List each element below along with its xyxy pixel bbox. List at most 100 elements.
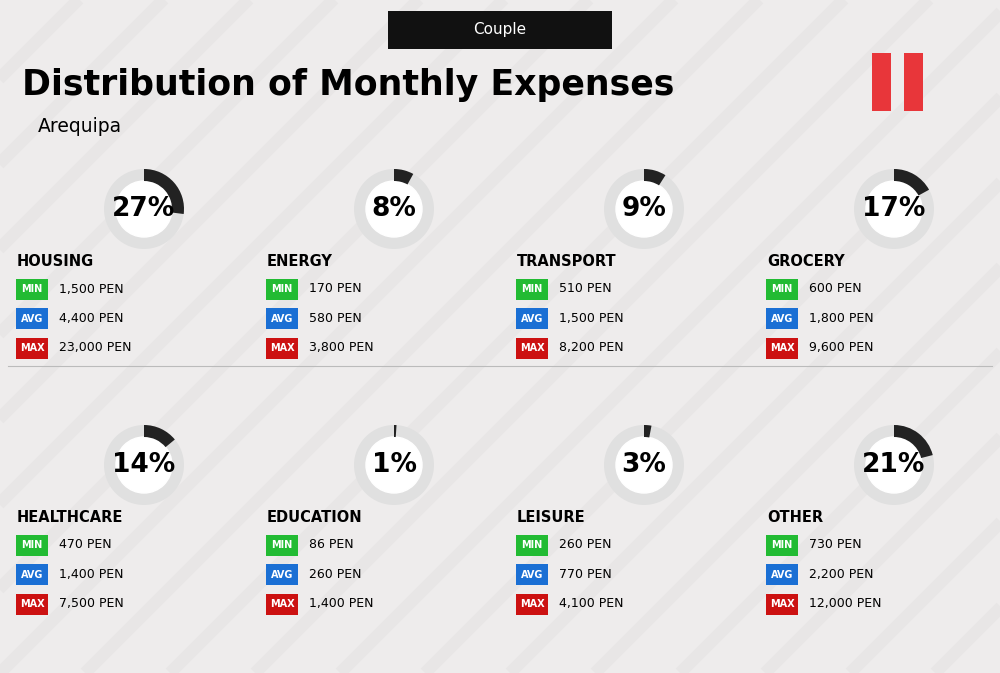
Text: 170 PEN: 170 PEN [309, 283, 362, 295]
FancyBboxPatch shape [516, 308, 548, 329]
Text: MIN: MIN [271, 284, 293, 294]
Text: 3%: 3% [622, 452, 666, 478]
FancyBboxPatch shape [16, 337, 48, 359]
Text: MIN: MIN [521, 284, 543, 294]
Text: 4,100 PEN: 4,100 PEN [559, 598, 624, 610]
Text: 9%: 9% [622, 196, 666, 222]
Wedge shape [604, 425, 684, 505]
Text: AVG: AVG [21, 569, 43, 579]
Wedge shape [354, 425, 434, 505]
Wedge shape [854, 425, 934, 505]
FancyBboxPatch shape [16, 594, 48, 614]
FancyBboxPatch shape [266, 279, 298, 299]
Text: MIN: MIN [771, 284, 793, 294]
Text: 1,400 PEN: 1,400 PEN [309, 598, 374, 610]
Text: MAX: MAX [520, 343, 544, 353]
Wedge shape [644, 425, 651, 437]
Text: 4,400 PEN: 4,400 PEN [59, 312, 124, 325]
FancyBboxPatch shape [904, 53, 923, 111]
Text: AVG: AVG [771, 569, 793, 579]
Text: MAX: MAX [20, 599, 44, 609]
Text: 8,200 PEN: 8,200 PEN [559, 341, 624, 355]
Text: 21%: 21% [862, 452, 926, 478]
FancyBboxPatch shape [516, 564, 548, 585]
Text: 580 PEN: 580 PEN [309, 312, 362, 325]
Text: MIN: MIN [521, 540, 543, 550]
FancyBboxPatch shape [872, 53, 891, 111]
FancyBboxPatch shape [16, 279, 48, 299]
Text: 2,200 PEN: 2,200 PEN [809, 568, 874, 581]
Text: AVG: AVG [271, 569, 293, 579]
FancyBboxPatch shape [766, 534, 798, 555]
Text: AVG: AVG [771, 314, 793, 324]
FancyBboxPatch shape [16, 564, 48, 585]
Text: GROCERY: GROCERY [767, 254, 845, 269]
Text: 1,400 PEN: 1,400 PEN [59, 568, 124, 581]
Text: 470 PEN: 470 PEN [59, 538, 112, 551]
Text: 1,500 PEN: 1,500 PEN [559, 312, 624, 325]
Text: HOUSING: HOUSING [17, 254, 94, 269]
Text: 510 PEN: 510 PEN [559, 283, 612, 295]
Text: 3,800 PEN: 3,800 PEN [309, 341, 374, 355]
Text: AVG: AVG [521, 569, 543, 579]
Text: MAX: MAX [270, 343, 294, 353]
FancyBboxPatch shape [266, 337, 298, 359]
Text: 9,600 PEN: 9,600 PEN [809, 341, 874, 355]
Text: MIN: MIN [771, 540, 793, 550]
Wedge shape [144, 169, 184, 214]
Text: 1%: 1% [372, 452, 417, 478]
FancyBboxPatch shape [516, 534, 548, 555]
Text: 730 PEN: 730 PEN [809, 538, 862, 551]
FancyBboxPatch shape [766, 308, 798, 329]
Text: Distribution of Monthly Expenses: Distribution of Monthly Expenses [22, 68, 674, 102]
FancyBboxPatch shape [266, 564, 298, 585]
Text: MAX: MAX [770, 599, 794, 609]
Wedge shape [394, 425, 397, 437]
Text: MAX: MAX [270, 599, 294, 609]
FancyBboxPatch shape [516, 279, 548, 299]
Text: 1,800 PEN: 1,800 PEN [809, 312, 874, 325]
Circle shape [616, 437, 672, 493]
Text: 17%: 17% [862, 196, 926, 222]
Text: HEALTHCARE: HEALTHCARE [17, 509, 123, 524]
Text: 14%: 14% [112, 452, 176, 478]
FancyBboxPatch shape [766, 594, 798, 614]
FancyBboxPatch shape [266, 308, 298, 329]
Text: MIN: MIN [21, 284, 43, 294]
Text: LEISURE: LEISURE [517, 509, 586, 524]
FancyBboxPatch shape [516, 594, 548, 614]
Text: 260 PEN: 260 PEN [309, 568, 362, 581]
FancyBboxPatch shape [766, 564, 798, 585]
Text: OTHER: OTHER [767, 509, 823, 524]
Circle shape [366, 181, 422, 237]
Text: 1,500 PEN: 1,500 PEN [59, 283, 124, 295]
Wedge shape [104, 169, 184, 249]
Text: MIN: MIN [21, 540, 43, 550]
Circle shape [616, 181, 672, 237]
Text: 260 PEN: 260 PEN [559, 538, 612, 551]
Text: ENERGY: ENERGY [267, 254, 333, 269]
FancyBboxPatch shape [266, 594, 298, 614]
Text: AVG: AVG [21, 314, 43, 324]
Wedge shape [854, 169, 934, 249]
Circle shape [116, 181, 172, 237]
FancyBboxPatch shape [516, 337, 548, 359]
Wedge shape [394, 169, 413, 184]
Circle shape [366, 437, 422, 493]
Text: 23,000 PEN: 23,000 PEN [59, 341, 132, 355]
Text: MAX: MAX [520, 599, 544, 609]
FancyBboxPatch shape [266, 534, 298, 555]
Wedge shape [354, 169, 434, 249]
Text: MIN: MIN [271, 540, 293, 550]
Text: AVG: AVG [271, 314, 293, 324]
Text: 600 PEN: 600 PEN [809, 283, 862, 295]
Circle shape [116, 437, 172, 493]
Circle shape [866, 437, 922, 493]
Text: EDUCATION: EDUCATION [267, 509, 363, 524]
Text: 12,000 PEN: 12,000 PEN [809, 598, 882, 610]
Circle shape [866, 181, 922, 237]
Wedge shape [894, 425, 933, 458]
Wedge shape [144, 425, 175, 447]
Wedge shape [604, 169, 684, 249]
Text: TRANSPORT: TRANSPORT [517, 254, 617, 269]
